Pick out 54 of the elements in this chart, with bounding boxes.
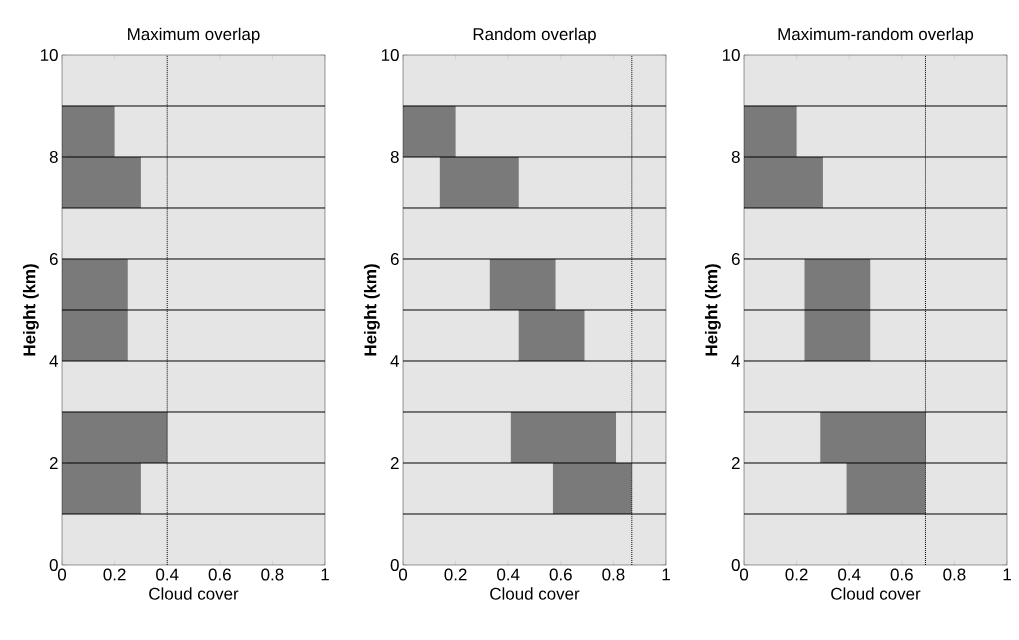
y-tick-label: 8 [731, 151, 740, 163]
y-tick-label: 0 [49, 559, 58, 571]
x-tick-label: 0.6 [208, 568, 231, 581]
x-axis-title: Cloud cover [490, 587, 580, 600]
x-tick-label: 0 [57, 568, 67, 581]
x-tick-label: 0 [398, 568, 408, 581]
y-tick-label: 2 [731, 457, 740, 469]
bar [439, 157, 519, 208]
y-axis-title: Height (km) [363, 264, 380, 356]
y-tick-label: 6 [49, 253, 58, 265]
x-tick-label: 0.6 [890, 568, 913, 581]
bar [820, 412, 926, 463]
bar [804, 259, 871, 310]
y-tick-label: 8 [49, 151, 58, 163]
y-tick-label: 2 [49, 457, 58, 469]
y-tick-label: 10 [722, 49, 740, 61]
x-tick-label: 0.2 [444, 568, 467, 581]
y-tick-label: 10 [381, 49, 399, 61]
x-tick-label: 0.2 [785, 568, 808, 581]
x-tick-label: 0.8 [261, 568, 284, 581]
y-tick-label: 4 [49, 355, 58, 367]
bar [804, 310, 871, 361]
bar [489, 259, 556, 310]
x-tick-label: 0.2 [103, 568, 126, 581]
y-tick-label: 10 [40, 49, 58, 61]
y-tick-label: 4 [390, 355, 399, 367]
chart-title: Random overlap [473, 27, 596, 44]
y-axis-title: Height (km) [22, 264, 39, 356]
x-tick-label: 0.8 [943, 568, 966, 581]
y-tick-label: 8 [390, 151, 399, 163]
x-tick-label: 1 [1003, 568, 1011, 581]
bar [846, 463, 926, 514]
y-tick-label: 4 [731, 355, 740, 367]
chart-title: Maximum-random overlap [778, 27, 974, 44]
bar [552, 463, 632, 514]
x-tick-label: 0.4 [156, 568, 179, 581]
y-tick-label: 0 [390, 559, 399, 571]
y-tick-label: 0 [731, 559, 740, 571]
chart-title: Maximum overlap [128, 27, 260, 44]
y-axis-title: Height (km) [704, 264, 721, 356]
x-axis-title: Cloud cover [831, 587, 921, 600]
x-tick-label: 0.4 [838, 568, 861, 581]
x-tick-label: 0.8 [602, 568, 625, 581]
y-tick-label: 6 [731, 253, 740, 265]
bar [518, 310, 585, 361]
bar [510, 412, 617, 463]
x-tick-label: 0.6 [549, 568, 572, 581]
x-tick-label: 0.4 [497, 568, 520, 581]
x-tick-label: 1 [662, 568, 670, 581]
y-tick-label: 6 [390, 253, 399, 265]
x-tick-label: 1 [321, 568, 329, 581]
x-tick-label: 0 [739, 568, 749, 581]
y-tick-label: 2 [390, 457, 399, 469]
x-axis-title: Cloud cover [149, 587, 239, 600]
